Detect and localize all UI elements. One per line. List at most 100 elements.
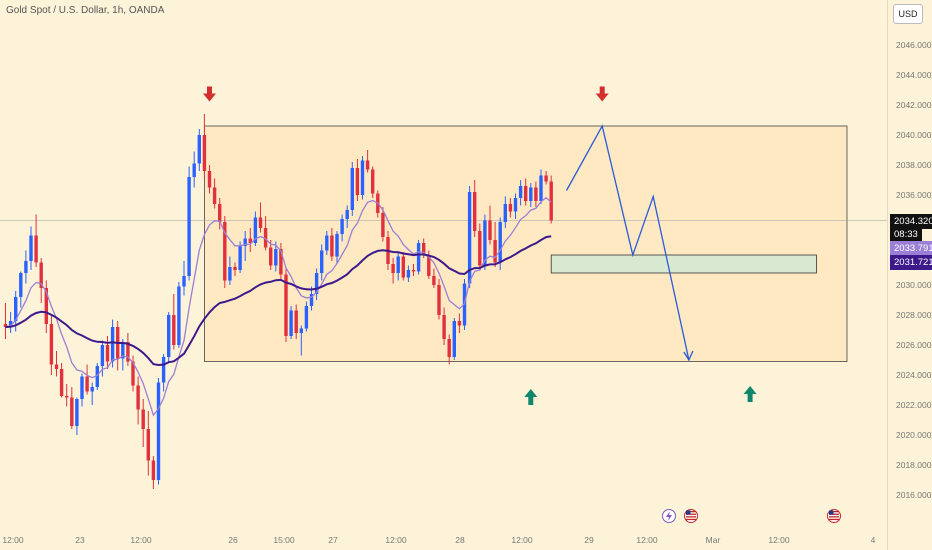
- x-tick-label: 4: [871, 535, 876, 545]
- candle-body: [141, 409, 145, 429]
- candle-body: [529, 187, 533, 201]
- candle-body: [350, 168, 354, 210]
- candle-body: [340, 219, 344, 234]
- economic-event-lightning-icon: [662, 509, 676, 523]
- currency-button[interactable]: USD: [893, 4, 923, 24]
- candle-body: [401, 256, 405, 278]
- candle-body: [269, 247, 273, 266]
- candle-body: [503, 204, 507, 222]
- candle-body: [508, 204, 513, 212]
- candle-body: [19, 273, 23, 297]
- candle-body: [131, 361, 135, 386]
- candle-body: [80, 376, 84, 399]
- candle-body: [233, 267, 237, 270]
- candle-body: [534, 187, 538, 201]
- candle-body: [314, 273, 319, 294]
- candle-body: [309, 294, 314, 306]
- x-tick-label: 27: [328, 535, 338, 545]
- candle-body: [299, 328, 303, 333]
- candle-body: [172, 315, 176, 345]
- candle-body: [518, 186, 523, 198]
- sell-arrow-icon: [203, 86, 216, 102]
- candle-body: [294, 310, 298, 333]
- candle-body: [3, 324, 8, 327]
- ma-slow-line: [5, 235, 552, 367]
- y-tick-label: 2022.000: [896, 400, 932, 410]
- candle-body: [39, 262, 43, 288]
- candle-body: [49, 324, 54, 365]
- candle-body: [207, 171, 212, 188]
- projection-arrowhead: [683, 350, 694, 362]
- y-tick-label: 2030.000: [896, 280, 932, 290]
- x-tick-label: 23: [75, 535, 85, 545]
- candle-body: [212, 187, 217, 204]
- ma-fast-label: 2033.791: [890, 241, 932, 256]
- x-tick-label: 12:00: [768, 535, 790, 545]
- candle-body: [360, 160, 365, 195]
- candle-body: [253, 217, 258, 243]
- candle-body: [427, 255, 431, 276]
- x-tick-label: 28: [455, 535, 465, 545]
- candle-body: [549, 181, 553, 221]
- candle-body: [422, 243, 426, 255]
- candle-body: [258, 217, 263, 228]
- candle-body: [381, 213, 385, 237]
- candle-body: [263, 228, 268, 248]
- sell-arrow-icon: [595, 86, 609, 102]
- ma-slow-label: 2031.721: [890, 255, 932, 270]
- annotations: [203, 86, 841, 523]
- candle-body: [8, 321, 13, 327]
- candle-body: [121, 342, 125, 359]
- candle-body: [539, 175, 543, 201]
- y-tick-label: 2038.000: [896, 160, 932, 170]
- candle-body: [513, 198, 518, 212]
- candle-body: [151, 460, 156, 480]
- y-tick-label: 2018.000: [896, 460, 932, 470]
- candle-body: [65, 396, 69, 398]
- candle-body: [391, 264, 395, 273]
- candle-body: [192, 163, 196, 177]
- candle-body: [284, 274, 288, 336]
- candle-body: [406, 270, 411, 278]
- candle-body: [467, 192, 472, 284]
- x-tick-label: 12:00: [2, 535, 24, 545]
- candle-body: [105, 345, 110, 362]
- y-tick-label: 2046.000: [896, 40, 932, 50]
- candle-body: [187, 177, 191, 276]
- candle-body: [161, 357, 166, 383]
- candle-body: [136, 385, 140, 410]
- x-tick-label: 12:00: [385, 535, 407, 545]
- candle-body: [34, 235, 38, 263]
- y-tick-label: 2036.000: [896, 190, 932, 200]
- candle-body: [544, 175, 548, 182]
- candle-body: [85, 376, 89, 392]
- moving-averages: [5, 196, 552, 417]
- candle-body: [177, 286, 181, 345]
- candle-body: [126, 342, 130, 362]
- y-tick-label: 2042.000: [896, 100, 932, 110]
- candle-body: [498, 222, 502, 263]
- candle-body: [488, 220, 492, 240]
- candle-body: [432, 276, 436, 285]
- y-tick-label: 2044.000: [896, 70, 932, 80]
- price-axis-separator: [887, 0, 888, 550]
- us-flag-event-icon: [684, 509, 698, 523]
- candle-body: [95, 366, 99, 387]
- candle-body: [279, 249, 283, 275]
- candle-body: [325, 235, 329, 251]
- candle-body: [197, 135, 201, 164]
- candle-body: [54, 364, 59, 369]
- candle-body: [218, 204, 222, 222]
- candle-body: [365, 160, 370, 170]
- candle-body: [44, 288, 48, 324]
- range-box: [203, 125, 848, 362]
- y-tick-label: 2028.000: [896, 310, 932, 320]
- buy-arrow-icon: [743, 386, 757, 402]
- x-tick-label: Mar: [706, 535, 721, 545]
- range-and-zones: [0, 125, 887, 362]
- candle-body: [447, 339, 451, 357]
- candle-body: [14, 297, 18, 321]
- candle-body: [483, 220, 487, 266]
- candle-body: [156, 382, 161, 480]
